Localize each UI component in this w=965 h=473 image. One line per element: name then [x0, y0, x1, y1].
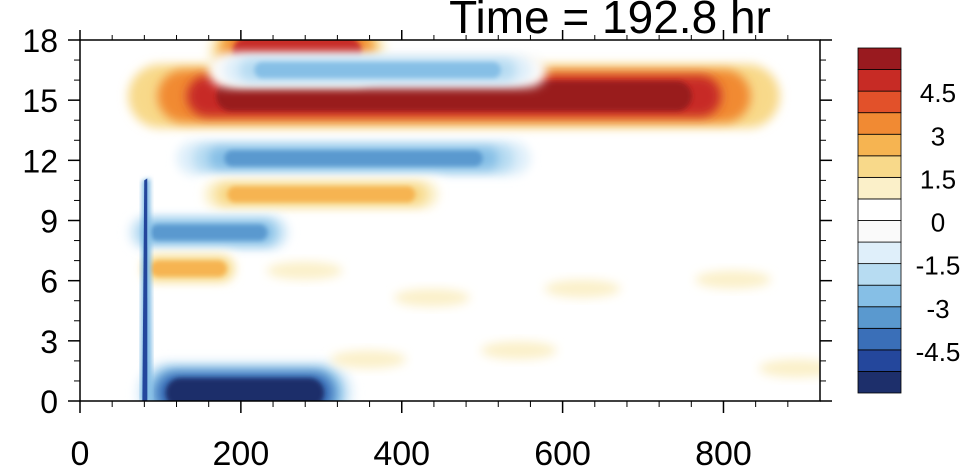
colorbar: 4.5 3 1.5 0 -1.5 -3 -4.5	[857, 47, 961, 394]
colorbar-swatch	[857, 69, 902, 92]
x-tick-label: 800	[695, 435, 752, 473]
colorbar-swatch	[857, 306, 902, 329]
colorbar-swatch	[857, 371, 902, 394]
field-contour	[149, 224, 268, 241]
field-contour	[393, 288, 470, 307]
x-tick-label: 600	[534, 435, 591, 473]
field-contour	[165, 377, 325, 401]
field-feature	[208, 53, 547, 88]
colorbar-swatch	[857, 198, 902, 221]
x-axis: 0 200 400 600 800	[71, 30, 789, 473]
field-contour	[695, 270, 772, 289]
y-tick-label: 3	[40, 324, 58, 360]
colorbar-swatch	[857, 241, 902, 265]
y-tick-label: 12	[22, 143, 58, 179]
colorbar-swatch	[857, 349, 902, 372]
field-contour	[758, 359, 820, 378]
colorbar-swatch	[857, 133, 902, 157]
field-contour	[330, 350, 407, 369]
colorbar-tick-label: -3	[926, 294, 949, 324]
field-contour	[224, 150, 483, 167]
field-feature	[140, 178, 153, 401]
x-tick-label: 400	[373, 435, 430, 473]
y-tick-label: 6	[40, 264, 58, 300]
colorbar-tick-label: 1.5	[920, 164, 956, 194]
colorbar-swatch	[857, 47, 902, 70]
field-contour	[227, 186, 416, 203]
field-contour	[254, 62, 501, 79]
field-contour	[150, 260, 227, 277]
field-contour	[216, 81, 692, 112]
field-feature	[136, 361, 354, 401]
heatmap-field	[128, 40, 820, 401]
y-tick-label: 0	[40, 384, 58, 420]
field-contour	[142, 178, 148, 401]
colorbar-tick-label: 3	[931, 121, 945, 151]
colorbar-swatch	[857, 90, 902, 114]
field-feature	[192, 177, 450, 212]
colorbar-tick-label: -4.5	[916, 337, 961, 367]
colorbar-swatch	[857, 220, 902, 243]
field-contour	[544, 279, 621, 298]
field-contour	[266, 261, 343, 280]
colorbar-tick-label: 0	[931, 208, 945, 238]
colorbar-swatch	[857, 284, 902, 308]
y-tick-label: 9	[40, 204, 58, 240]
x-tick-label: 200	[213, 435, 270, 473]
colorbar-swatch	[857, 176, 902, 200]
field-feature	[266, 261, 820, 378]
colorbar-swatch	[857, 327, 902, 351]
y-axis: 0 3 6 9 12 15 18	[22, 23, 832, 420]
y-tick-label: 18	[22, 23, 58, 59]
colorbar-tick-label: -1.5	[916, 251, 961, 281]
colorbar-swatch	[857, 263, 902, 286]
chart-title: Time = 192.8 hr	[449, 0, 771, 43]
field-feature	[176, 141, 531, 176]
colorbar-swatch	[857, 112, 902, 135]
y-tick-label: 15	[22, 83, 58, 119]
colorbar-tick-label: 4.5	[920, 78, 956, 108]
field-contour	[480, 341, 557, 360]
colorbar-swatch	[857, 155, 902, 178]
field-feature	[136, 251, 241, 286]
x-tick-label: 0	[71, 435, 90, 473]
field-feature	[128, 215, 290, 250]
